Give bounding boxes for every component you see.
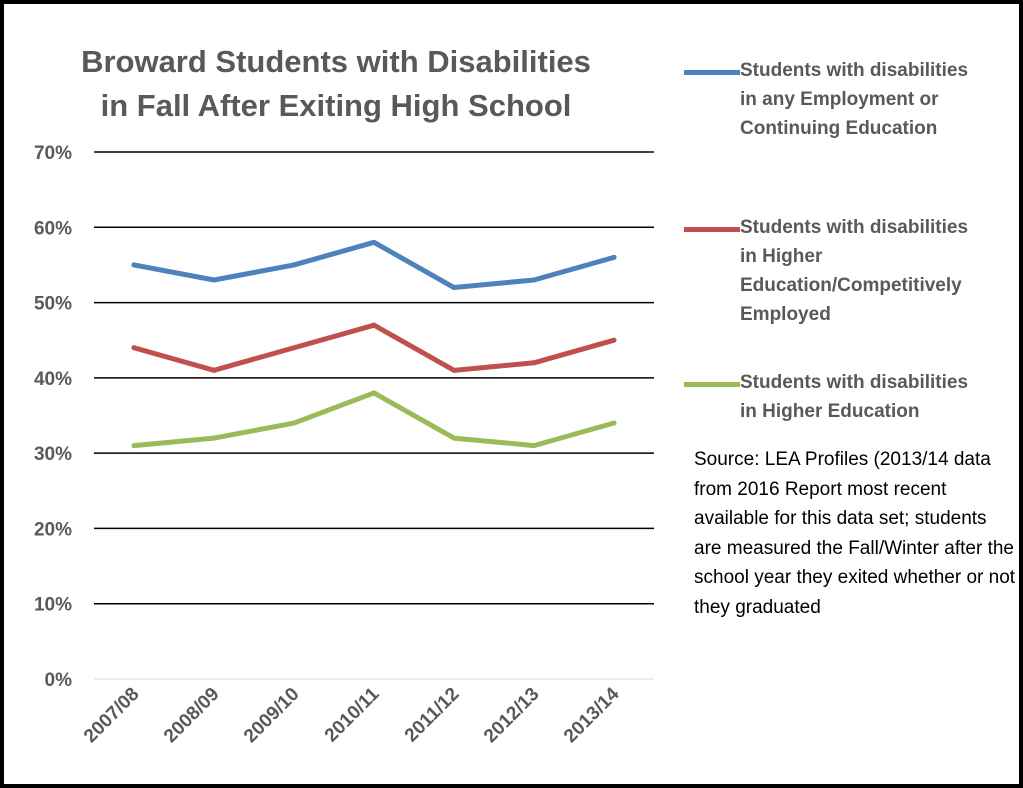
legend-label-higher-ed-competitive: Students with disabilities in Higher Edu… (740, 213, 1023, 329)
legend-label-higher-ed: Students with disabilities in Higher Edu… (740, 368, 1023, 426)
y-tick-label: 50% (34, 294, 72, 315)
y-tick-label: 40% (34, 369, 72, 390)
data-point (531, 360, 537, 366)
x-tick-label: 2009/10 (240, 684, 303, 747)
chart-canvas: 0%10%20%30%40%50%60%70% 2007/08 2008/09 20… (34, 143, 654, 747)
legend-line: in Higher (740, 246, 823, 267)
series-line-3 (131, 390, 617, 449)
y-tick-label: 20% (34, 519, 72, 540)
data-point (371, 239, 377, 245)
legend-label-any-employment: Students with disabilities in any Employ… (740, 56, 1023, 143)
source-note: Source: LEA Profiles (2013/14 data from … (694, 449, 1016, 618)
chart-title: Broward Students with Disabilities in Fa… (26, 40, 646, 128)
series-lines (131, 239, 617, 449)
data-point (211, 435, 217, 441)
data-point (211, 277, 217, 283)
data-point (531, 443, 537, 449)
x-tick-label: 2008/09 (160, 684, 223, 747)
data-point (451, 435, 457, 441)
data-point (531, 277, 537, 283)
x-tick-label: 2012/13 (480, 684, 543, 747)
data-point (131, 262, 137, 268)
y-tick-label: 30% (34, 444, 72, 465)
legend-swatch-red (684, 227, 740, 232)
data-point (611, 337, 617, 343)
legend-line: Students with disabilities (740, 217, 969, 238)
data-point (371, 322, 377, 328)
data-point (451, 367, 457, 373)
series-line-1 (131, 239, 617, 291)
chart-title-line-1: Broward Students with Disabilities (81, 44, 591, 79)
series-line-2 (131, 322, 617, 373)
data-point (611, 420, 617, 426)
data-point (371, 390, 377, 396)
x-tick-label: 2007/08 (80, 684, 143, 747)
legend-line: Employed (740, 304, 831, 325)
data-point (131, 443, 137, 449)
y-tick-label: 60% (34, 218, 72, 239)
y-tick-label: 0% (45, 670, 73, 691)
x-axis-ticks: 2007/08 2008/09 2009/10 2010/11 2011/12 2012/… (80, 683, 624, 747)
data-point (291, 420, 297, 426)
legend-line: in any Employment or (740, 89, 939, 110)
legend-line: Continuing Education (740, 118, 938, 139)
y-axis-ticks: 0% 10% 20% 30% 40% 50% 60% 70% (34, 143, 72, 691)
legend-line: Students with disabilities (740, 372, 969, 393)
data-point (611, 254, 617, 260)
x-tick-label: 2010/11 (321, 683, 384, 746)
legend-swatch-blue (684, 70, 740, 75)
x-tick-label: 2013/14 (560, 683, 624, 747)
data-point (291, 262, 297, 268)
data-point (211, 367, 217, 373)
legend-line: Education/Competitively (740, 275, 962, 296)
y-tick-label: 70% (34, 143, 72, 164)
legend-line: Students with disabilities (740, 60, 969, 81)
chart-title-line-2: in Fall After Exiting High School (100, 88, 572, 123)
data-point (291, 345, 297, 351)
legend-line: in Higher Education (740, 401, 920, 422)
x-tick-label: 2011/12 (401, 684, 464, 747)
data-point (451, 285, 457, 291)
legend-swatch-green (684, 382, 740, 387)
gridlines (94, 151, 654, 680)
y-tick-label: 10% (34, 595, 72, 616)
data-point (131, 345, 137, 351)
